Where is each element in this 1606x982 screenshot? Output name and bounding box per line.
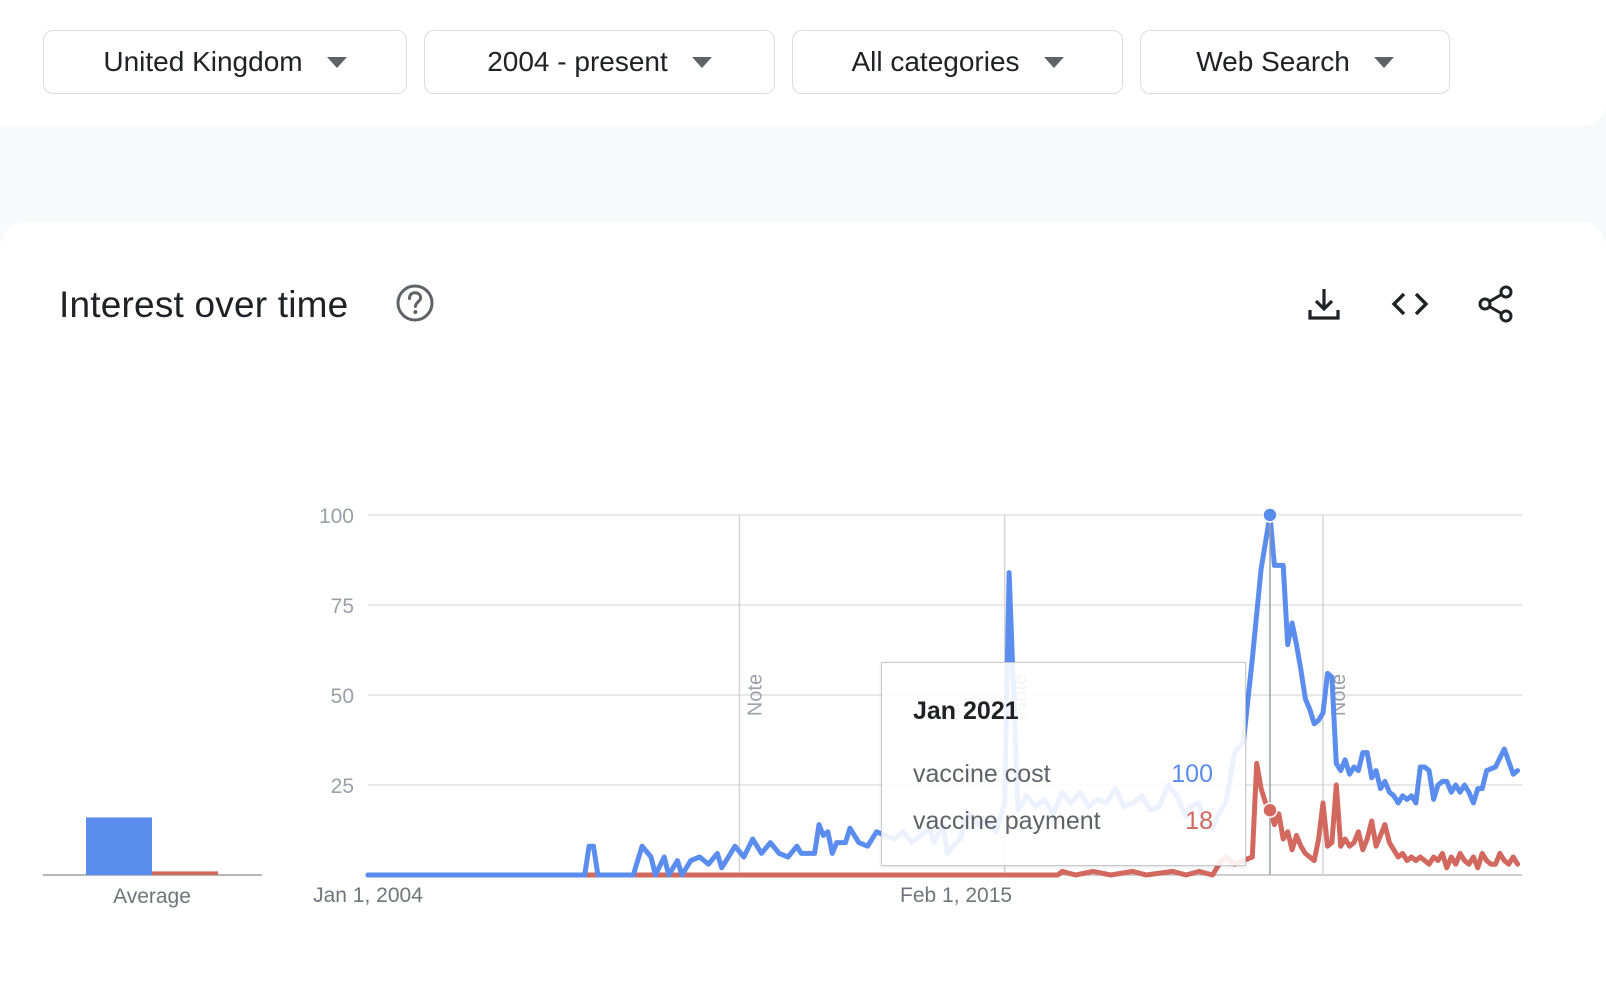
category-dropdown[interactable]: All categories [792,30,1123,94]
x-tick-label: Feb 1, 2015 [900,884,1012,907]
region-dropdown-label: United Kingdom [103,46,303,77]
caret-down-icon [691,56,712,68]
y-tick-label: 75 [331,595,354,618]
y-tick-label: 25 [331,775,354,798]
tooltip-series-name: vaccine cost [913,760,1051,788]
download-icon[interactable] [1304,284,1344,324]
tooltip-series-value: 18 [1185,807,1213,835]
tooltip-row: vaccine cost 100 [913,760,1213,789]
search-type-dropdown[interactable]: Web Search [1140,30,1450,94]
y-tick-label: 100 [319,505,354,528]
average-bar-vaccine-payment [152,871,218,875]
x-tick-label: Jan 1, 2004 [313,884,423,907]
category-dropdown-label: All categories [851,46,1020,77]
note-label: Note [744,674,766,716]
tooltip-row: vaccine payment 18 [913,807,1213,836]
hover-point [1262,802,1278,818]
tooltip-date: Jan 2021 [913,697,1019,725]
help-icon[interactable] [395,283,435,323]
average-bars: Average [43,817,262,908]
tooltip-series-name: vaccine payment [913,807,1101,835]
tooltip-series-value: 100 [1171,760,1213,788]
filter-bar: United Kingdom 2004 - present All catego… [0,0,1606,126]
time-range-dropdown[interactable]: 2004 - present [424,30,775,94]
caret-down-icon [1043,56,1064,68]
time-range-dropdown-label: 2004 - present [487,46,668,77]
hover-point [1262,507,1278,523]
caret-down-icon [1373,56,1394,68]
embed-code-icon[interactable] [1390,284,1430,324]
average-bar-vaccine-cost [86,817,152,875]
share-icon[interactable] [1476,284,1516,324]
card-title: Interest over time [59,284,349,325]
series-line-vaccine-payment [365,760,1521,878]
chart-tooltip: Jan 2021 vaccine cost 100 vaccine paymen… [881,662,1246,866]
region-dropdown[interactable]: United Kingdom [43,30,407,94]
search-type-dropdown-label: Web Search [1196,46,1350,77]
average-label: Average [113,885,191,908]
chart-markers [1262,507,1278,875]
caret-down-icon [326,56,347,68]
y-tick-label: 50 [331,685,354,708]
